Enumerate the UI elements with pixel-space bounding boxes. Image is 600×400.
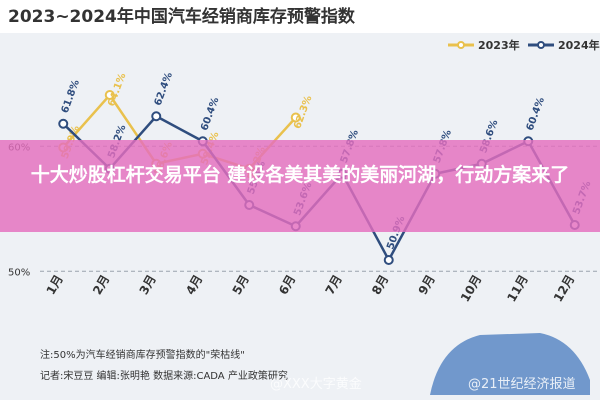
x-tick-label: 2月 <box>90 273 112 298</box>
x-tick-label: 8月 <box>369 273 391 298</box>
point <box>151 111 162 122</box>
watermark: @21世纪经济报道 <box>468 377 576 392</box>
legend-label: 2024年 <box>558 38 600 52</box>
x-tick-label: 3月 <box>137 273 159 298</box>
y-tick-label: 50% <box>8 267 30 278</box>
note: 注:50%为汽车经销商库存预警指数的"荣枯线" <box>40 348 245 361</box>
legend-marker <box>537 41 545 49</box>
x-tick-label: 5月 <box>230 273 252 298</box>
legend-marker <box>457 41 465 49</box>
data-label: 60.4% <box>525 96 547 132</box>
banner <box>0 140 600 232</box>
banner-text-box: 十大炒股杠杆交易平台 建设各美其美的美丽河湖，行动方案来了 <box>30 164 570 186</box>
x-tick-label: 1月 <box>44 273 66 298</box>
x-tick-label: 11月 <box>504 273 530 305</box>
title-bar <box>0 0 600 33</box>
note: 记者:宋豆豆 编辑:张明艳 数据来源:CADA 产业政策研究 <box>40 369 288 382</box>
data-label: 62.3% <box>292 94 314 130</box>
legend-label: 2023年 <box>478 38 520 52</box>
x-tick-label: 6月 <box>276 273 298 298</box>
watermark: @XXX大字黄金 <box>270 376 362 392</box>
x-tick-label: 12月 <box>551 273 577 305</box>
x-tick-label: 4月 <box>183 273 205 298</box>
point <box>290 112 301 123</box>
data-label: 64.1% <box>106 72 128 108</box>
data-label: 61.8% <box>60 78 82 114</box>
point <box>104 90 115 100</box>
x-tick-label: 10月 <box>458 273 484 305</box>
data-label: 62.4% <box>153 71 175 107</box>
x-tick-label: 7月 <box>323 273 345 298</box>
data-label: 60.4% <box>199 96 221 132</box>
car-illustration <box>430 333 590 395</box>
x-tick-label: 9月 <box>416 273 438 298</box>
point <box>58 118 69 129</box>
chart-title: 2023~2024年中国汽车经销商库存预警指数 <box>8 6 356 27</box>
banner-text: 十大炒股杠杆交易平台 建设各美其美的美丽河湖，行动方案来了 <box>30 164 570 186</box>
point <box>383 255 394 265</box>
